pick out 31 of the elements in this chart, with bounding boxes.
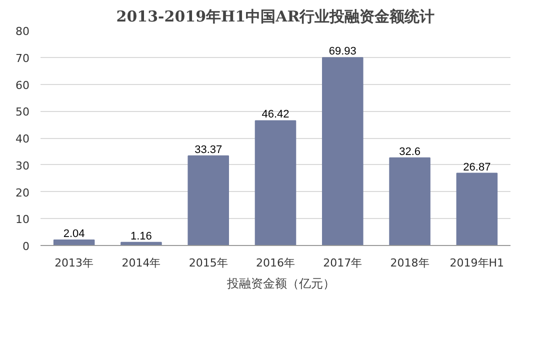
chart-title: 2013-2019年H1中国AR行业投融资金额统计 — [116, 8, 435, 26]
data-label: 1.16 — [130, 230, 152, 242]
data-label: 26.87 — [463, 161, 491, 174]
y-tick-label: 80 — [16, 25, 30, 38]
data-label: 33.37 — [194, 144, 222, 156]
bar — [456, 172, 498, 246]
x-tick-label: 2016年 — [256, 256, 296, 270]
data-label: 46.42 — [262, 108, 290, 121]
bar — [389, 157, 430, 246]
x-tick-label: 2017年 — [323, 256, 362, 270]
y-tick-label: 20 — [16, 186, 30, 200]
data-label: 32.6 — [399, 146, 421, 158]
y-tick-label: 60 — [16, 78, 30, 92]
bar — [53, 240, 95, 246]
y-tick-label: 0 — [22, 240, 30, 253]
bar — [322, 57, 364, 246]
text: 投融资金额（亿元） — [227, 276, 335, 292]
y-tick-label: 30 — [16, 159, 30, 172]
y-tick-label: 70 — [16, 52, 30, 65]
bar — [188, 155, 229, 246]
x-tick-label: 2019年H1 — [450, 256, 504, 270]
y-tick-label: 50 — [16, 106, 30, 119]
y-tick-label: 40 — [16, 132, 30, 146]
y-tick-label: 10 — [16, 213, 30, 226]
x-tick-label: 2013年 — [54, 256, 94, 270]
x-tick-label: 2014年 — [122, 256, 161, 270]
x-tick-label: 2015年 — [188, 256, 228, 270]
data-label: 69.93 — [328, 46, 356, 58]
x-tick-label: 2018年 — [390, 256, 430, 270]
data-label: 2.04 — [63, 228, 85, 240]
bar — [254, 120, 296, 246]
